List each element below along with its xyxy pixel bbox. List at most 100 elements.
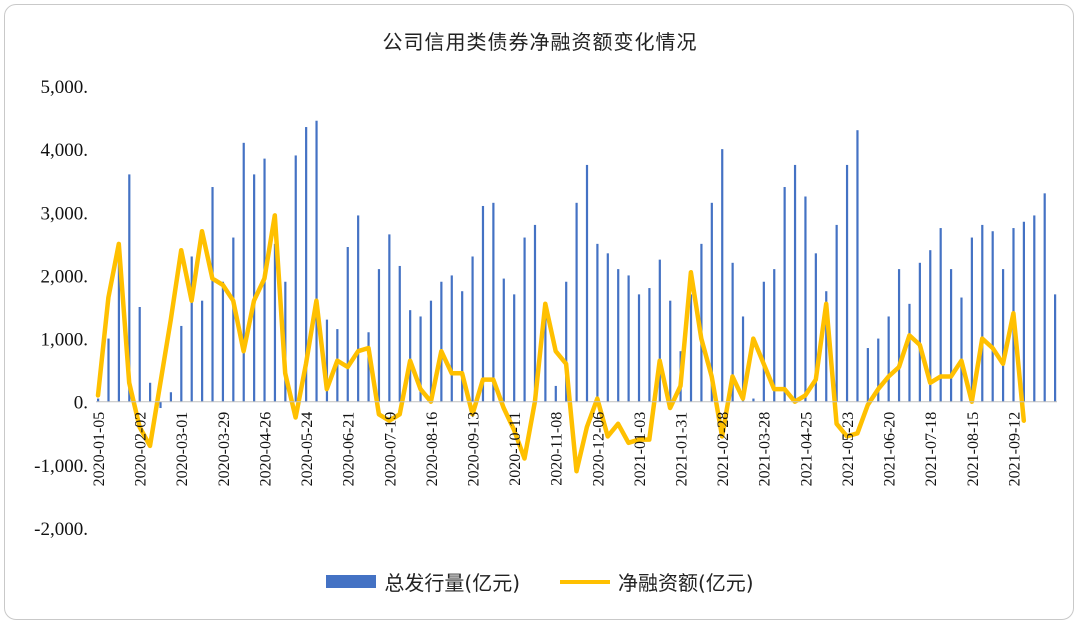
bar (617, 269, 620, 402)
x-tick-label: 2020-06-21 (341, 412, 358, 487)
bar (513, 294, 516, 402)
x-tick-label: 2021-04-25 (798, 412, 815, 487)
bar (741, 316, 745, 402)
line-point (461, 372, 463, 374)
line-point (232, 300, 234, 302)
bar (429, 300, 433, 402)
y-tick-label: 4,000. (41, 140, 89, 161)
y-tick-label: -2,000. (34, 519, 88, 540)
line-point (991, 347, 994, 349)
x-tick-label: 2020-08-16 (424, 412, 441, 487)
x-tick-label: 2020-10-11 (507, 412, 524, 486)
line-point (596, 397, 598, 400)
bar (887, 316, 890, 402)
bar (190, 256, 193, 402)
line-point (263, 277, 266, 280)
line-point (617, 423, 619, 425)
line-point (326, 388, 328, 390)
line-point (846, 435, 848, 438)
bar (117, 256, 121, 402)
line-point (440, 350, 442, 352)
line-point (731, 375, 734, 378)
x-tick-label: 2021-01-31 (674, 412, 691, 487)
line-path (95, 213, 1027, 474)
x-tick-label: 2020-01-05 (91, 412, 108, 487)
line-point (638, 439, 640, 441)
chart-frame (4, 4, 1074, 620)
bar (575, 202, 578, 402)
line-point (1023, 420, 1025, 422)
bar (721, 149, 724, 402)
bar (201, 300, 204, 402)
legend-item-bars[interactable]: 总发行量(亿元) (326, 567, 520, 596)
x-tick-label: 2021-05-23 (840, 412, 857, 487)
line-point (575, 470, 578, 472)
bar (242, 142, 245, 402)
bar (752, 398, 755, 402)
bar (627, 275, 630, 402)
bar (357, 215, 360, 402)
line-point (586, 426, 588, 428)
x-tick-label: 2021-08-15 (965, 412, 982, 487)
bar (461, 291, 464, 402)
x-tick-label: 2021-02-28 (715, 412, 732, 487)
chart-title: 公司信用类债券净融资额变化情况 (382, 30, 698, 54)
line-point (201, 230, 203, 232)
bar (866, 348, 869, 402)
line-point (877, 388, 879, 390)
bar (648, 288, 651, 402)
legend-label-line: 净融资额(亿元) (618, 571, 754, 595)
line-point (919, 344, 921, 346)
line-point (981, 337, 983, 340)
bar (533, 224, 537, 402)
legend-swatch-bar (326, 575, 377, 588)
bar (419, 316, 422, 402)
x-tick-label: 2020-11-08 (549, 412, 566, 486)
bar (211, 187, 214, 402)
bar (773, 269, 776, 402)
line-point (1002, 363, 1004, 365)
bar (221, 281, 225, 402)
line-point (960, 360, 962, 362)
bar (232, 237, 235, 402)
bar (991, 231, 994, 402)
line-point (159, 382, 162, 384)
bar (814, 253, 817, 402)
line-point (607, 435, 609, 438)
bar (1001, 269, 1005, 402)
bar (585, 164, 589, 402)
bar (856, 130, 859, 402)
bar (450, 275, 453, 402)
bar (918, 262, 921, 402)
line-point (419, 388, 422, 390)
legend-item-line[interactable]: 净融资额(亿元) (560, 567, 754, 596)
line-point (243, 350, 245, 352)
line-point (565, 363, 567, 365)
bar (409, 310, 412, 402)
line-point (679, 385, 682, 387)
bar-series (97, 120, 1057, 409)
line-point (783, 388, 786, 390)
line-point (544, 303, 546, 305)
bar (523, 237, 526, 402)
bar (315, 120, 318, 402)
line-point (180, 249, 182, 251)
line-point (835, 423, 838, 425)
line-point (763, 363, 765, 365)
bar (138, 307, 141, 402)
line-point (929, 382, 931, 384)
line-point (170, 319, 172, 321)
line-point (492, 379, 494, 381)
bar (97, 398, 100, 402)
line-point (253, 300, 255, 302)
line-point (669, 407, 671, 409)
line-point (825, 303, 827, 305)
x-tick-label: 2020-03-01 (174, 412, 191, 487)
bar (128, 174, 131, 402)
line-point (939, 375, 942, 378)
line-point (908, 334, 910, 337)
line-point (555, 350, 557, 352)
line-point (315, 300, 318, 302)
line-point (867, 404, 869, 406)
